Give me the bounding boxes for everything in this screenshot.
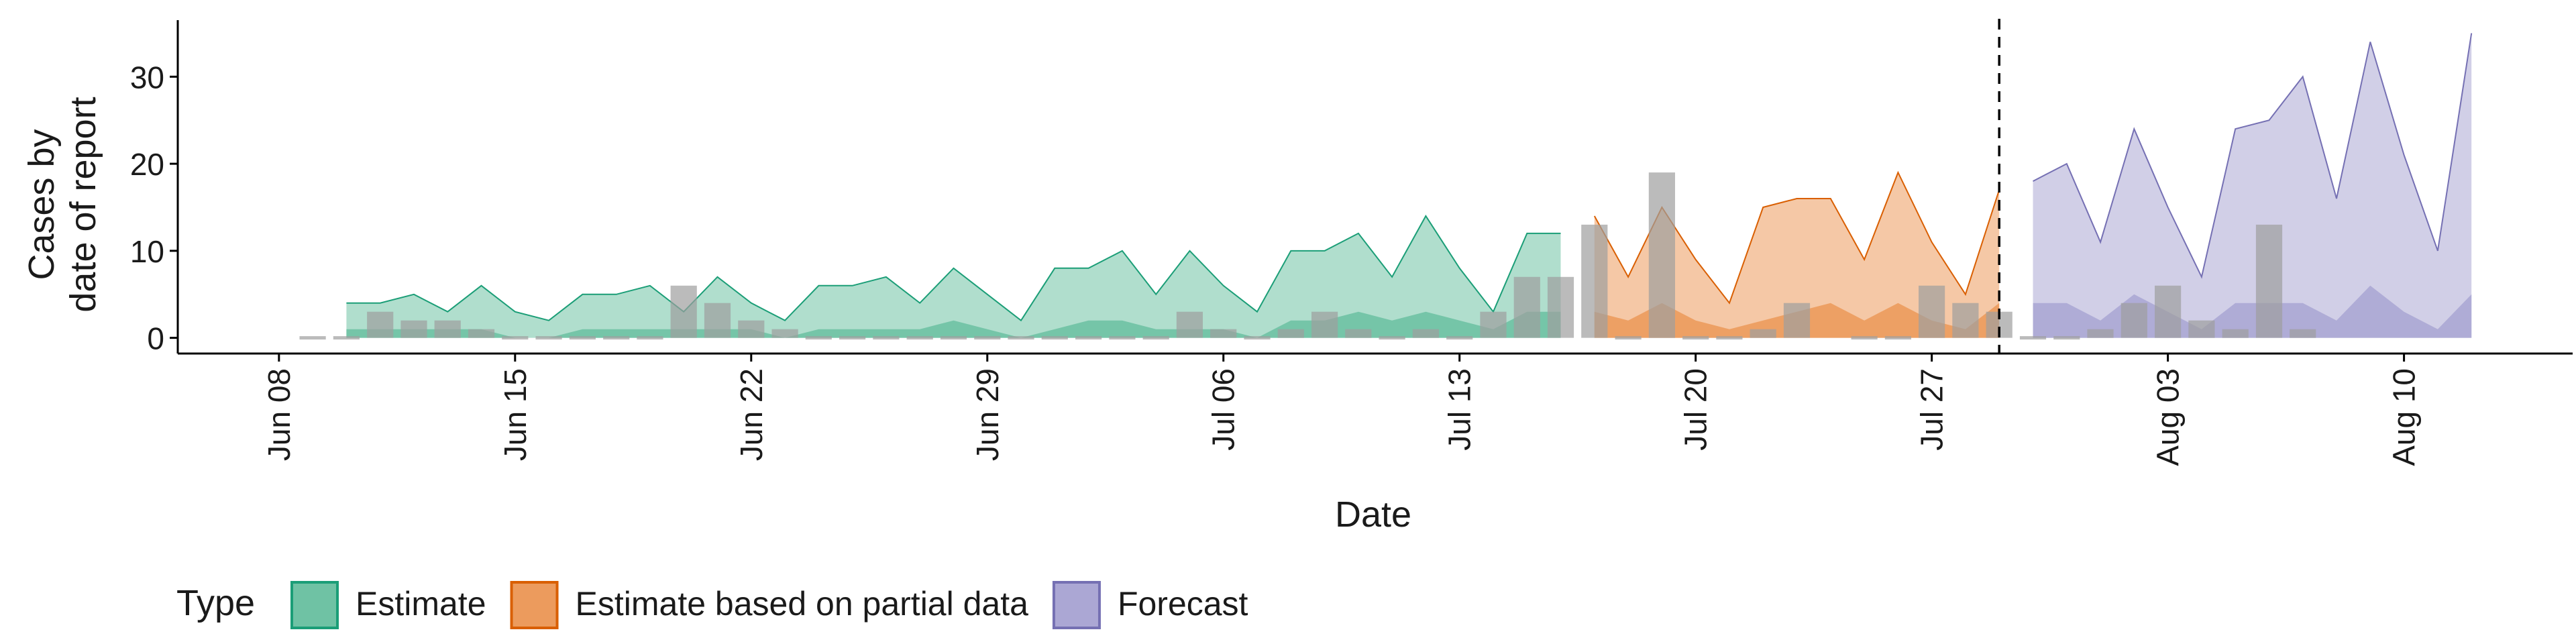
- estimate-inner-band: [346, 311, 1561, 338]
- x-tick-label: Jul 27: [1915, 368, 1949, 451]
- observed-bar: [569, 336, 596, 340]
- x-tick-label: Aug 10: [2387, 368, 2422, 466]
- observed-bar: [1682, 336, 1709, 340]
- observed-bar: [400, 320, 427, 338]
- legend-label-estimate: Estimate: [356, 585, 486, 623]
- observed-bar: [873, 336, 900, 340]
- observed-bar: [1142, 336, 1169, 340]
- observed-bar: [1311, 311, 1338, 338]
- observed-bar: [2290, 329, 2316, 338]
- y-axis-label: Cases by date of report: [21, 97, 103, 312]
- observed-bar: [502, 336, 529, 340]
- observed-bar: [1581, 224, 1608, 338]
- observed-bar: [704, 303, 731, 338]
- observed-bar: [771, 329, 798, 338]
- observed-bar: [2019, 336, 2047, 340]
- legend-key-forecast: [1052, 581, 1101, 629]
- y-tick-label: 30: [130, 60, 164, 95]
- observed-bar: [1783, 303, 1811, 338]
- observed-bars: [299, 172, 2316, 340]
- observed-bar: [1345, 329, 1372, 338]
- observed-bar: [1210, 329, 1237, 338]
- observed-bar: [434, 320, 461, 338]
- axes: 0 10 20 30 Jun 08 Jun 15 Jun 22 Jun 29 Jul 06 Jul…: [130, 20, 2573, 466]
- estimate-based-on-partial-data-outer-band: [1594, 172, 2000, 338]
- observed-bar: [1648, 172, 1675, 338]
- observed-bar: [1480, 311, 1507, 338]
- observed-bar: [299, 336, 326, 340]
- observed-bar: [738, 320, 765, 338]
- observed-bar: [974, 336, 1001, 340]
- observed-bar: [1041, 336, 1068, 340]
- observed-bar: [940, 336, 967, 340]
- x-axis-label: Date: [1335, 494, 1411, 535]
- legend: Type Estimate Estimate based on partial d…: [176, 581, 1248, 629]
- observed-bar: [2053, 336, 2080, 340]
- observed-bar: [1615, 336, 1642, 340]
- estimate-upper-line: [346, 215, 1561, 322]
- x-tick-label: Jun 22: [734, 368, 769, 461]
- observed-bar: [1919, 285, 1945, 338]
- forecast-upper-line: [2033, 33, 2473, 279]
- x-tick-label: Jul 20: [1678, 368, 1713, 451]
- x-tick-label: Jun 29: [970, 368, 1005, 461]
- estimate-outer-band: [346, 216, 1561, 338]
- observed-bar: [333, 336, 360, 340]
- y-tick-label: 0: [147, 321, 164, 356]
- legend-key-estimate: [290, 581, 339, 629]
- y-tick-label: 10: [130, 234, 164, 269]
- x-tick-label: Jul 06: [1206, 368, 1241, 451]
- x-tick-label: Jun 15: [498, 368, 533, 461]
- observed-bar: [1008, 336, 1034, 340]
- observed-bar: [839, 336, 866, 340]
- observed-bar: [1952, 303, 1979, 338]
- observed-bar: [670, 285, 697, 338]
- x-tick-label: Jun 08: [262, 368, 297, 461]
- legend-label-estimate-based-on-partial-data: Estimate based on partial data: [576, 585, 1029, 623]
- observed-bar: [1109, 336, 1136, 340]
- y-axis-label-line-2: date of report: [63, 97, 103, 312]
- observed-bar: [2188, 320, 2215, 338]
- observed-bar: [2255, 224, 2283, 338]
- y-tick-label: 20: [130, 147, 164, 182]
- observed-bar: [1379, 336, 1405, 340]
- x-tick-label: Aug 03: [2151, 368, 2186, 466]
- observed-bar: [2155, 285, 2182, 338]
- observed-bar: [1884, 336, 1911, 340]
- observed-bar: [603, 336, 630, 340]
- observed-bar: [535, 336, 562, 340]
- observed-bar: [2121, 303, 2147, 338]
- forecast-outer-band: [2033, 33, 2472, 338]
- observed-bar: [805, 336, 832, 340]
- observed-bar: [1716, 336, 1743, 340]
- observed-bar: [1244, 336, 1271, 340]
- observed-bar: [906, 336, 933, 340]
- observed-bar: [1851, 336, 1878, 340]
- observed-bar: [1446, 336, 1473, 340]
- x-tick-label: Jul 13: [1442, 368, 1477, 451]
- observed-bar: [2222, 329, 2249, 338]
- observed-bar: [468, 329, 495, 338]
- observed-bar: [1075, 336, 1102, 340]
- observed-bar: [367, 311, 394, 338]
- observed-bar: [637, 336, 663, 340]
- observed-bar: [1547, 276, 1574, 338]
- observed-bar: [1277, 329, 1304, 338]
- observed-bar: [1750, 329, 1776, 338]
- observed-bar: [1412, 329, 1439, 338]
- legend-title: Type: [176, 583, 255, 623]
- observed-bar: [2087, 329, 2114, 338]
- observed-bar: [1176, 311, 1203, 338]
- legend-key-estimate-based-on-partial-data: [510, 581, 559, 629]
- legend-label-forecast: Forecast: [1118, 585, 1248, 623]
- observed-bar: [1513, 276, 1540, 338]
- y-axis-label-line-1: Cases by: [21, 129, 62, 280]
- uncertainty-bands: [346, 33, 2473, 338]
